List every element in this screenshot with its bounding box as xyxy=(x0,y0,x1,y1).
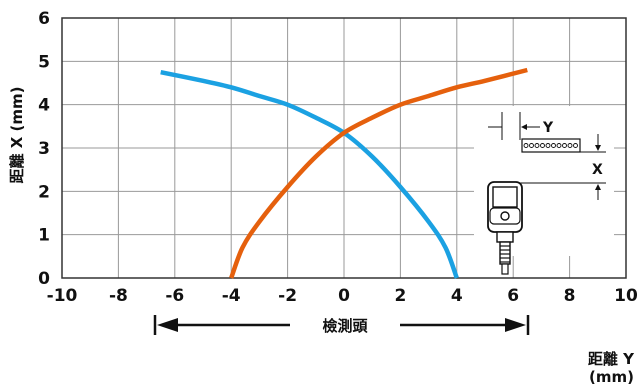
target-dot xyxy=(523,143,529,148)
series-line-1 xyxy=(160,69,459,279)
sensor-head-range-arrow xyxy=(153,315,530,335)
inset-x-label: X xyxy=(592,162,603,178)
target-object xyxy=(521,138,581,153)
plot-frame xyxy=(61,17,627,279)
x-tick-label: 10 xyxy=(614,286,638,306)
sensor-diagram: Y X xyxy=(474,106,614,275)
series-layer xyxy=(160,67,528,279)
y-tick-label: 5 xyxy=(38,52,50,72)
target-dot xyxy=(573,143,578,148)
target-dot xyxy=(556,143,562,148)
y-axis-label: 距離 X (mm) xyxy=(8,87,26,184)
target-dot xyxy=(551,143,556,148)
y-tick-label: 6 xyxy=(38,9,50,29)
x-tick-label: -10 xyxy=(47,286,78,306)
target-dots xyxy=(523,143,578,148)
target-dot xyxy=(540,143,545,148)
series-line-2 xyxy=(229,67,528,279)
x-tick-label: 0 xyxy=(338,286,350,306)
target-dot xyxy=(534,143,540,148)
x-tick-label: -6 xyxy=(165,286,184,306)
y-tick-label: 2 xyxy=(38,182,50,202)
y-tick-label: 3 xyxy=(38,139,50,159)
sensor-head-icon xyxy=(487,181,523,275)
x-tick-label: -2 xyxy=(278,286,297,306)
target-dot xyxy=(562,143,567,148)
target-dot xyxy=(545,143,551,148)
x-tick-labels: -10 -8 -6 -4 -2 0 2 4 6 8 10 xyxy=(47,286,638,306)
target-dot xyxy=(529,143,534,148)
y-tick-label: 0 xyxy=(38,269,50,289)
x-tick-label: 4 xyxy=(451,286,463,306)
x-tick-label: 8 xyxy=(564,286,576,306)
x-tick-label: -8 xyxy=(109,286,128,306)
target-dot xyxy=(567,143,573,148)
y-tick-label: 4 xyxy=(38,96,50,116)
y-tick-labels: 0 1 2 3 4 5 6 xyxy=(38,9,50,289)
x-tick-label: -4 xyxy=(222,286,241,306)
x-axis-unit: (mm) xyxy=(589,368,634,386)
x-axis-label: 距離 Y xyxy=(588,350,635,368)
sensor-head-label: 檢測頭 xyxy=(322,317,368,335)
x-tick-label: 2 xyxy=(394,286,406,306)
inset-y-label: Y xyxy=(542,120,554,136)
x-tick-label: 6 xyxy=(507,286,519,306)
y-tick-label: 1 xyxy=(38,226,50,246)
